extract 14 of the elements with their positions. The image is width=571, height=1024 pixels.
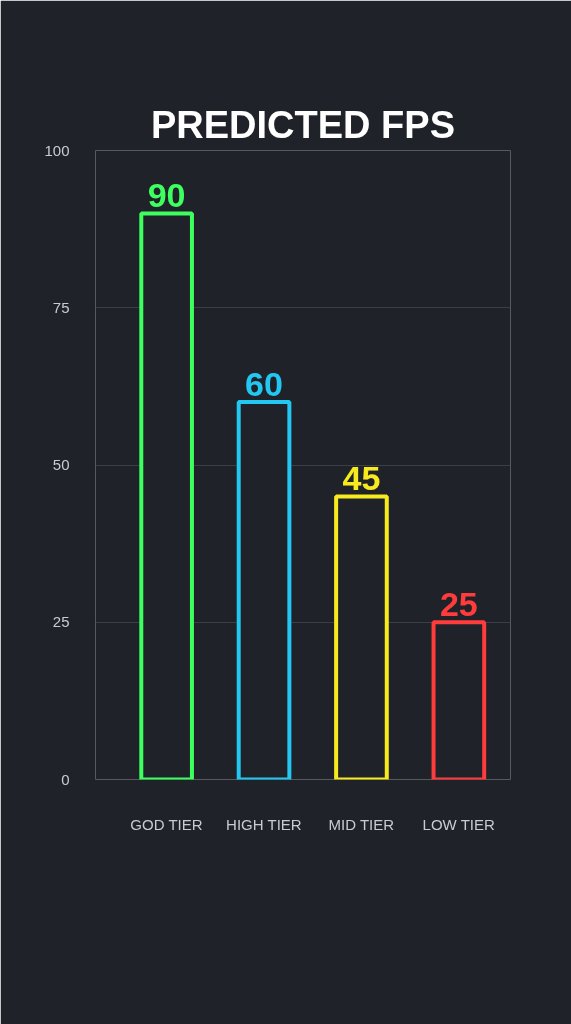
data-label: 45 (342, 459, 381, 498)
x-tick-label: GOD TIER (130, 815, 203, 833)
data-label: 60 (245, 365, 283, 404)
y-tick-label: 100 (44, 141, 70, 159)
x-tick-label: HIGH TIER (226, 815, 302, 833)
y-tick-label: 75 (52, 298, 70, 316)
data-label: 25 (439, 585, 478, 624)
x-tick-label: LOW TIER (422, 815, 496, 833)
data-label: 90 (147, 176, 186, 215)
y-tick-label: 25 (52, 613, 70, 631)
y-tick-label: 0 (61, 770, 70, 788)
y-tick-label: 50 (52, 456, 70, 473)
chart-title: PREDICTED FPS (150, 103, 456, 146)
x-tick-label: MID TIER (328, 815, 395, 833)
